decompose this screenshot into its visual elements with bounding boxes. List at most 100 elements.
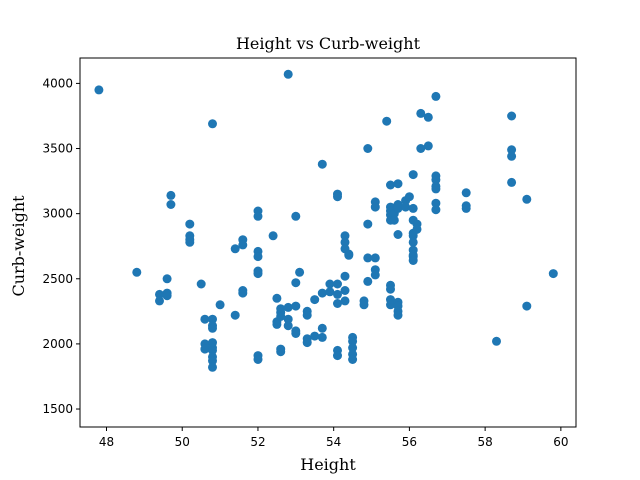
data-point [431,198,441,208]
x-axis-label: Height [300,455,356,474]
x-tick-label: 50 [175,435,190,449]
data-point [317,288,327,298]
data-point [200,314,210,324]
y-axis: 1500 2000 2500 3000 3500 4000 [42,76,80,416]
data-point [185,219,195,229]
data-point [363,219,373,229]
data-point [386,284,395,294]
data-point [507,111,517,121]
data-point [155,289,164,299]
plot-frame [79,57,577,428]
data-point [370,253,380,263]
data-point [416,144,426,153]
data-point [196,279,206,289]
data-point [522,194,532,204]
data-point [208,356,217,366]
data-point [295,267,305,277]
data-point [325,279,335,289]
data-point [548,269,558,279]
x-tick-label: 48 [99,435,114,449]
data-point [200,344,210,354]
y-tick-label: 3000 [42,207,73,221]
data-point [208,362,217,372]
data-point [507,145,517,155]
data-point [253,269,263,279]
data-point [344,250,354,260]
data-point [431,91,441,101]
data-point [185,237,195,247]
data-point [370,270,380,280]
x-tick-label: 56 [402,435,417,449]
data-point [94,85,104,95]
data-point [333,351,342,361]
data-point [310,331,320,341]
data-point [208,345,217,355]
data-point [348,355,358,364]
data-point [268,231,278,241]
data-point [291,278,301,288]
data-point [348,343,358,353]
data-point [276,347,286,357]
data-point [333,289,342,299]
data-point [208,119,217,129]
data-point [408,170,418,180]
data-point [363,253,373,263]
data-point [317,332,327,342]
x-tick-label: 54 [326,435,341,449]
data-point [507,177,517,187]
data-point [291,301,301,311]
y-tick-label: 2000 [42,337,73,351]
data-point [408,256,418,265]
y-tick-label: 3500 [42,142,73,156]
data-point [208,314,217,324]
data-point [230,310,240,320]
data-point [166,200,176,209]
data-point [272,293,282,303]
data-point [253,355,263,364]
data-point [404,192,414,202]
data-point [283,321,293,331]
y-tick-label: 4000 [42,76,73,90]
data-point [412,224,422,234]
chart-title: Height vs Curb-weight [236,34,421,53]
data-point [162,291,172,301]
y-tick-label: 1500 [42,402,73,416]
data-point [302,310,312,320]
y-axis-label: Curb-weight [9,195,28,297]
data-point [431,205,441,215]
data-point [325,287,335,297]
data-point [162,274,172,284]
y-tick-label: 2500 [42,272,73,286]
data-point [340,231,350,241]
data-point [408,237,418,247]
data-point [393,230,403,239]
data-point [492,336,501,346]
data-point [132,267,142,277]
data-point [215,300,225,310]
data-point [363,276,373,286]
data-point [340,286,350,295]
data-point [317,159,327,169]
data-point [416,108,426,118]
data-point [389,215,399,225]
data-point [283,302,293,312]
data-point [333,299,342,308]
data-point [393,179,403,189]
data-point [283,314,293,324]
data-point [507,151,517,161]
data-point [302,338,312,348]
data-points [94,69,558,372]
data-point [333,192,342,202]
data-point [423,112,433,122]
data-point [340,296,350,306]
data-point [291,329,301,338]
data-point [401,202,411,212]
data-point [310,295,320,305]
data-point [461,203,471,213]
data-point [370,202,380,212]
data-point [230,244,240,254]
data-point [522,301,532,311]
